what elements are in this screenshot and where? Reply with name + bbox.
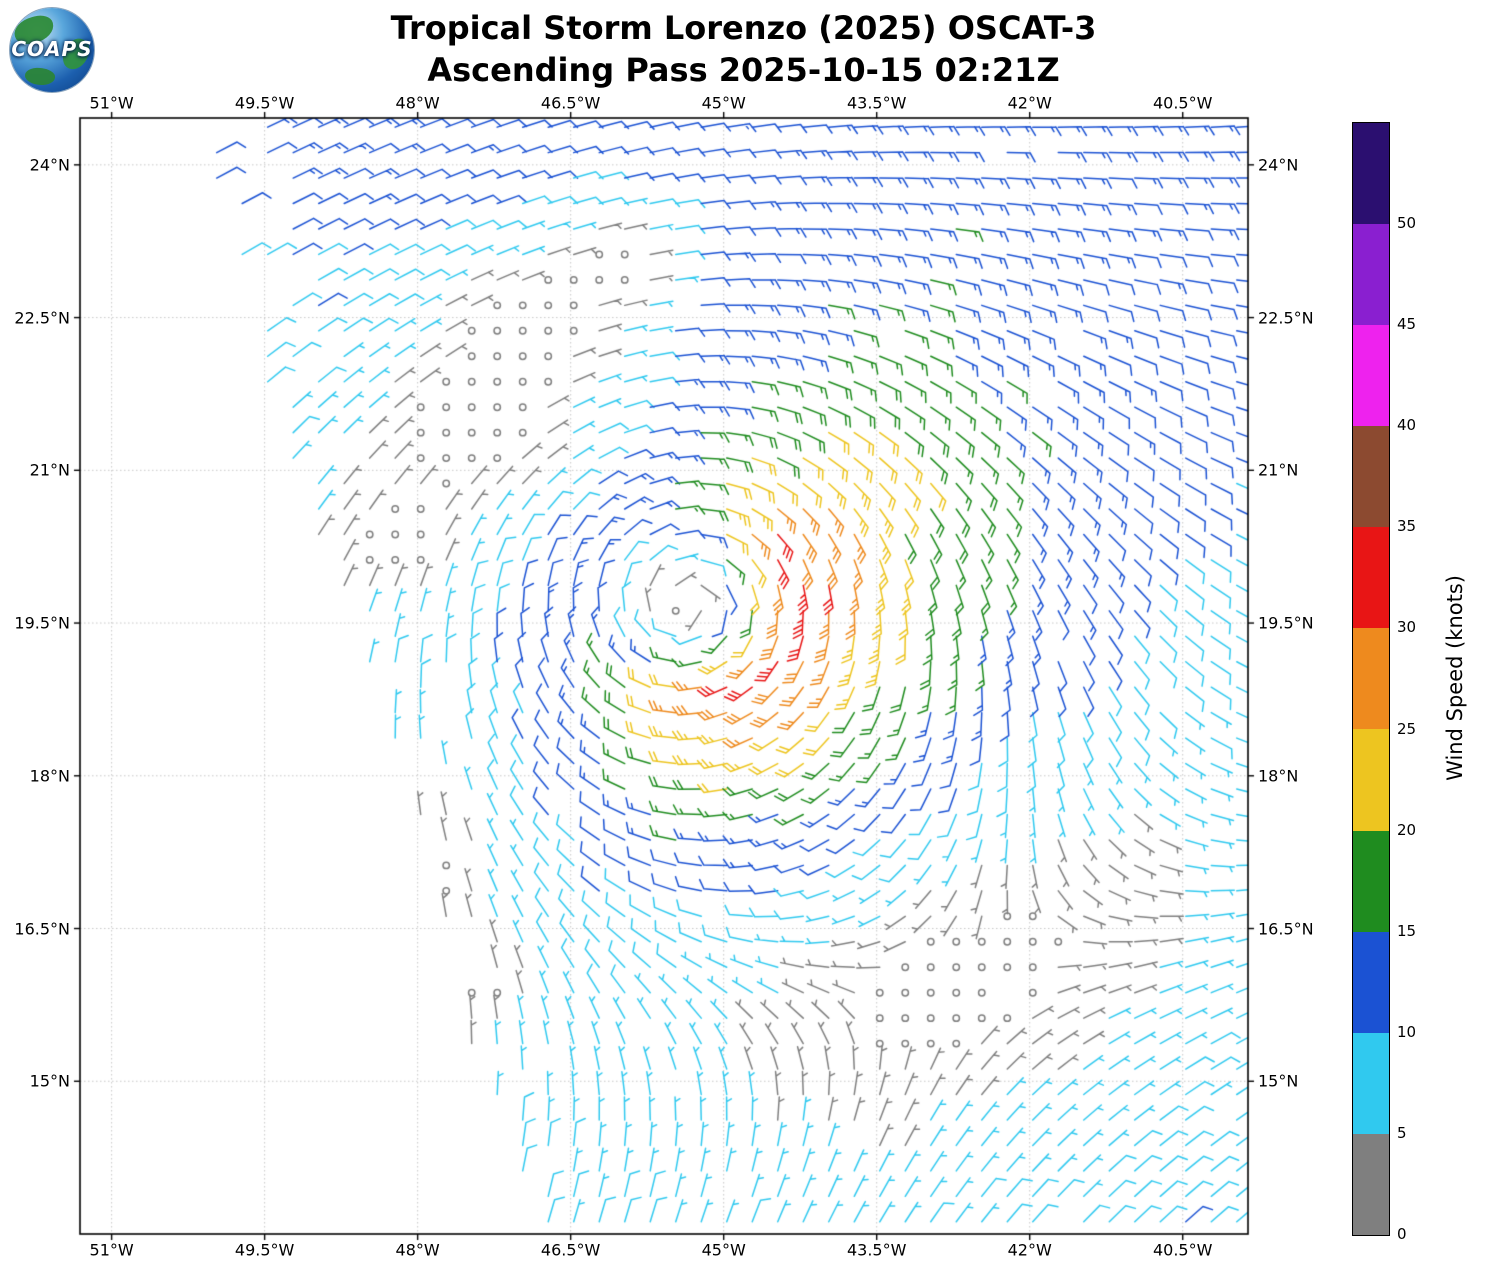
y-tick-label-left: 22.5°N [14,308,70,328]
y-tick-label-right: 24°N [1258,155,1299,175]
x-tick-label-bottom: 42°W [1007,1240,1052,1260]
x-tick-label-top: 51°W [89,93,134,113]
x-tick-label-top: 49.5°W [234,93,295,113]
colorbar-segment [1353,325,1389,427]
colorbar-segment [1353,527,1389,629]
colorbar-tick-label: 50 [1397,214,1417,233]
y-tick-label-right: 19.5°N [1258,613,1314,633]
colorbar-segment [1353,830,1389,932]
colorbar-axis-label: Wind Speed (knots) [1443,575,1467,781]
colorbar-tick-label: 0 [1397,1225,1407,1243]
x-tick-label-top: 45°W [701,93,746,113]
x-tick-label-top: 46.5°W [540,93,601,113]
x-tick-label-bottom: 40.5°W [1152,1240,1213,1260]
colorbar-segment [1353,123,1389,225]
y-tick-label-right: 16.5°N [1258,919,1314,939]
y-tick-label-left: 24°N [29,155,70,175]
y-tick-label-right: 15°N [1258,1071,1299,1091]
colorbar-tick-label: 30 [1397,618,1417,637]
colorbar-tick-label: 40 [1397,416,1417,435]
colorbar-tick-label: 15 [1397,921,1417,940]
colorbar-tick-label: 20 [1397,820,1417,839]
colorbar-axis-label-wrap: Wind Speed (knots) [1438,122,1472,1234]
y-tick-label-left: 15°N [29,1071,70,1091]
y-tick-label-right: 22.5°N [1258,308,1314,328]
x-tick-label-top: 42°W [1007,93,1052,113]
colorbar-segment [1353,729,1389,831]
colorbar-tick-label: 35 [1397,517,1417,536]
x-tick-label-bottom: 43.5°W [846,1240,907,1260]
x-tick-label-top: 40.5°W [1152,93,1213,113]
colorbar-segment [1353,224,1389,326]
y-tick-label-left: 19.5°N [14,613,70,633]
colorbar-tick-label: 25 [1397,719,1417,738]
colorbar-tick-label: 10 [1397,1022,1417,1041]
x-tick-label-bottom: 46.5°W [540,1240,601,1260]
colorbar-segment [1353,426,1389,528]
x-tick-label-bottom: 51°W [89,1240,134,1260]
y-tick-label-left: 18°N [29,766,70,786]
colorbar-segment [1353,628,1389,730]
y-tick-label-left: 16.5°N [14,919,70,939]
y-tick-label-right: 21°N [1258,460,1299,480]
x-tick-label-top: 48°W [395,93,440,113]
colorbar-segment [1353,1032,1389,1134]
colorbar-tick-label: 45 [1397,315,1417,334]
colorbar-segment [1353,931,1389,1033]
y-tick-label-right: 18°N [1258,766,1299,786]
colorbar-tick-label: 5 [1397,1123,1407,1142]
y-tick-label-left: 21°N [29,460,70,480]
x-tick-label-bottom: 48°W [395,1240,440,1260]
colorbar [1352,122,1390,1236]
x-tick-label-top: 43.5°W [846,93,907,113]
x-tick-label-bottom: 49.5°W [234,1240,295,1260]
colorbar-segment [1353,1133,1389,1235]
x-tick-label-bottom: 45°W [701,1240,746,1260]
